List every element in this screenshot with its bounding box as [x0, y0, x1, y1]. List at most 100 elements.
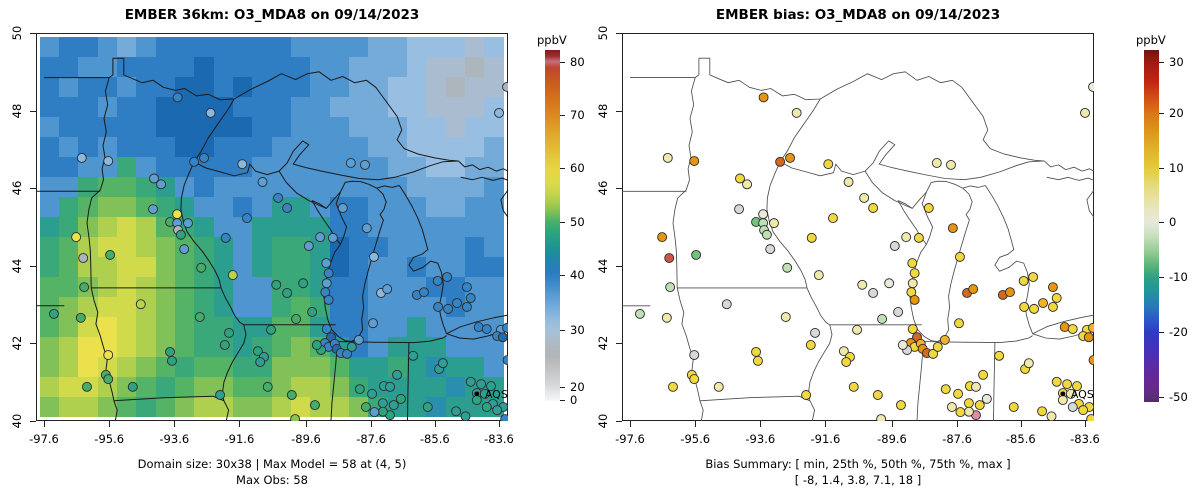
- aqs-station-point: [360, 402, 371, 412]
- aqs-station-point: [307, 307, 318, 317]
- aqs-station-point: [1047, 282, 1058, 293]
- state-boundary-line: [460, 176, 509, 181]
- aqs-station-point: [689, 374, 700, 385]
- aqs-station-point: [859, 192, 870, 203]
- colorbar-tick-label: -20: [1169, 324, 1188, 339]
- aqs-station-point: [1046, 411, 1057, 421]
- aqs-station-point: [471, 395, 482, 405]
- x-axis-tick: [760, 421, 762, 427]
- aqs-station-point: [994, 350, 1005, 361]
- aqs-station-point: [1018, 275, 1029, 286]
- aqs-station-point: [179, 244, 190, 255]
- aqs-station-point: [481, 324, 492, 334]
- aqs-station-point: [852, 324, 863, 335]
- colorbar-tick: [560, 115, 565, 117]
- aqs-station-point: [955, 407, 966, 418]
- colorbar-tick: [1159, 396, 1164, 398]
- aqs-station-point: [205, 107, 216, 118]
- y-axis-tick: [30, 265, 36, 267]
- state-boundary-line: [909, 180, 973, 342]
- aqs-station-point: [932, 341, 943, 352]
- aqs-station-point: [791, 107, 802, 118]
- state-boundary-line: [916, 346, 924, 422]
- bias-colorbar: ppbV 30 20 10 0 -10 -20 -50: [1136, 33, 1188, 404]
- y-axis-tick: [30, 188, 36, 190]
- colorbar-tick-label: 30: [570, 322, 585, 337]
- aqs-station-point: [1088, 322, 1094, 333]
- aqs-station-point: [805, 340, 816, 350]
- y-axis-tick-label: 46: [596, 180, 610, 196]
- aqs-station-point: [149, 173, 159, 184]
- state-boundary-line: [500, 189, 509, 218]
- aqs-station-point: [79, 282, 90, 293]
- y-axis-tick-label: 48: [596, 103, 610, 118]
- aqs-station-point: [367, 388, 378, 399]
- colorbar-tick: [560, 274, 565, 276]
- x-axis-tick-label: -87.6: [356, 432, 386, 446]
- aqs-station-point: [481, 402, 492, 412]
- aqs-station-point: [909, 268, 920, 279]
- aqs-station-point: [408, 350, 419, 361]
- aqs-station-point: [843, 177, 854, 187]
- aqs-station-point: [252, 346, 263, 357]
- aqs-station-point: [668, 381, 678, 392]
- state-boundary-line: [779, 98, 1045, 181]
- aqs-station-point: [290, 414, 301, 421]
- aqs-station-point: [342, 348, 352, 359]
- aqs-station-point: [220, 232, 231, 243]
- aqs-station-point: [237, 159, 248, 170]
- aqs-station-point: [227, 270, 238, 281]
- aqs-station-point: [1088, 355, 1094, 366]
- model-colorbar: ppbV 80 70 60 50 40 30 20 0: [537, 33, 585, 407]
- aqs-station-point: [172, 209, 183, 220]
- y-axis-tick: [616, 421, 622, 422]
- aqs-station-point: [451, 406, 462, 417]
- aqs-station-point: [876, 414, 887, 421]
- aqs-station-point: [780, 312, 791, 322]
- aqs-station-point: [465, 293, 476, 303]
- aqs-station-point: [303, 241, 314, 251]
- x-axis-tick-label: -91.6: [224, 432, 255, 446]
- aqs-station-point: [946, 402, 957, 412]
- aqs-station-point: [82, 381, 92, 392]
- aqs-station-point: [175, 229, 186, 240]
- aqs-station-point: [857, 279, 868, 290]
- aqs-station-point: [923, 203, 934, 213]
- aqs-station-point: [735, 173, 745, 184]
- aqs-station-point: [215, 390, 226, 400]
- aqs-station-point: [713, 381, 724, 392]
- aqs-station-point: [765, 244, 776, 255]
- aqs-station-point: [327, 232, 338, 243]
- aqs-station-point: [734, 204, 745, 215]
- aqs-station-point: [361, 223, 372, 234]
- x-axis-tick-label: -85.6: [1005, 432, 1036, 446]
- aqs-station-point: [758, 209, 769, 220]
- aqs-legend-dot: [1060, 391, 1066, 397]
- aqs-station-point: [266, 324, 277, 335]
- bias-map-overlay: AQS: [622, 57, 1095, 422]
- state-boundary-line: [330, 346, 338, 422]
- aqs-station-point: [135, 299, 146, 310]
- aqs-station-point: [360, 159, 370, 170]
- aqs-station-point: [868, 288, 879, 298]
- aqs-station-point: [907, 258, 918, 269]
- state-boundary-line: [962, 185, 986, 189]
- y-axis-tick-label: 50: [596, 25, 610, 41]
- aqs-station-point: [868, 203, 879, 213]
- aqs-station-point: [433, 301, 444, 312]
- model-map-panel: EMBER 36km: O3_MDA8 on 09/14/2023 AQS Do…: [10, 7, 514, 487]
- x-axis-tick: [434, 421, 436, 427]
- colorbar-tick-label: 0: [1169, 215, 1177, 230]
- aqs-station-point: [271, 279, 282, 290]
- aqs-station-point: [473, 322, 484, 333]
- aqs-station-point: [71, 232, 82, 243]
- aqs-station-point: [801, 390, 812, 400]
- aqs-station-point: [354, 384, 365, 395]
- aqs-station-point: [1023, 358, 1034, 369]
- aqs-station-point: [928, 348, 938, 359]
- aqs-station-point: [388, 400, 399, 411]
- aqs-station-point: [369, 407, 380, 418]
- aqs-station-point: [286, 390, 297, 400]
- x-axis-tick-label: -93.6: [745, 432, 776, 446]
- aqs-station-point: [311, 340, 322, 350]
